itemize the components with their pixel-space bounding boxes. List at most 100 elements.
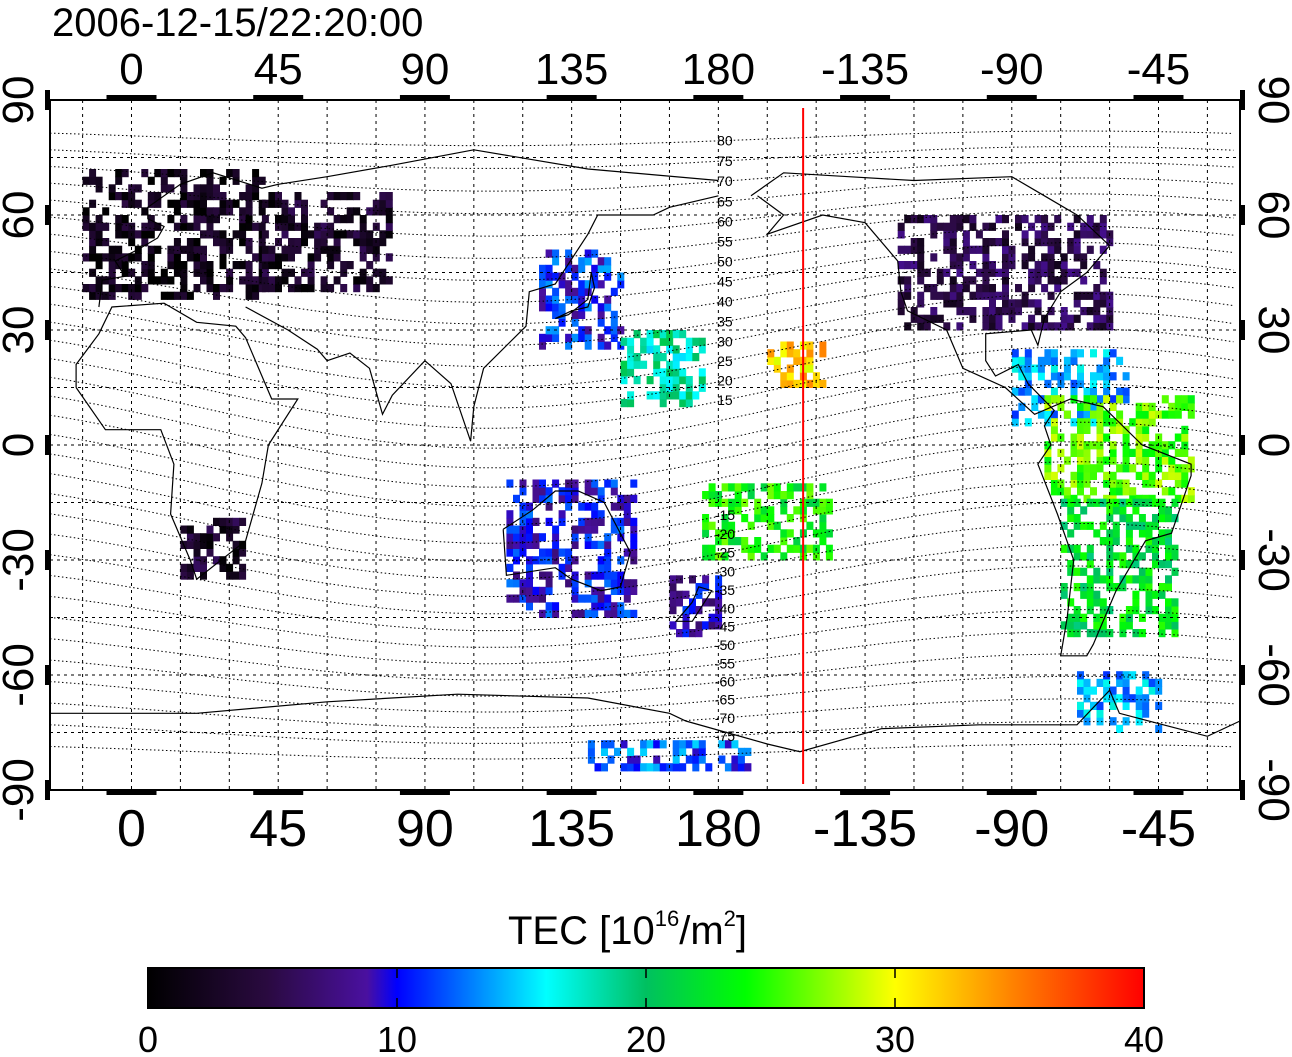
tec-cell [975, 245, 983, 254]
contour-label: 20 [717, 373, 733, 389]
tec-cell [1174, 395, 1182, 404]
tec-cell [1070, 356, 1078, 365]
tec-cell [1168, 456, 1176, 465]
tec-cell [1086, 598, 1094, 607]
tec-cell [633, 360, 641, 369]
tec-cell [666, 337, 674, 346]
tec-cell [252, 192, 260, 201]
tec-cell [1158, 498, 1166, 507]
tec-cell [186, 533, 194, 542]
tec-cell [708, 491, 716, 500]
tec-cell [1070, 379, 1078, 388]
tec-cell [226, 276, 234, 285]
tec-cell [200, 533, 207, 542]
colorbar-ticks: 0 10 20 30 40 [138, 968, 1164, 1057]
tec-cell [552, 548, 560, 557]
tec-cell [640, 740, 648, 749]
tec-cell [969, 222, 977, 231]
tec-cell [160, 276, 168, 285]
tec-cell [1080, 621, 1088, 630]
tec-cell [379, 238, 387, 247]
tec-cell [213, 192, 220, 201]
tec-cell [1093, 621, 1101, 630]
coastline [245, 195, 719, 442]
tec-cell [539, 287, 546, 296]
tec-cell [252, 176, 260, 185]
tec-cell [1135, 471, 1143, 480]
tec-cell [1067, 621, 1075, 630]
tec-cell [1060, 261, 1068, 270]
tec-cell [252, 184, 260, 193]
tec-cell [692, 763, 700, 772]
tec-cell [1083, 418, 1091, 427]
tec-cell [102, 291, 110, 300]
contour-line [50, 383, 1234, 469]
tec-cell [949, 291, 957, 300]
tec-cell [1067, 245, 1075, 254]
frame-tick [1240, 665, 1245, 685]
tec-cell [552, 257, 560, 266]
tec-cell [186, 245, 194, 254]
tec-cell [245, 261, 253, 270]
tec-cell [147, 222, 155, 231]
tec-cell [1122, 678, 1130, 687]
tec-cell [327, 192, 335, 201]
tec-cell [1044, 441, 1052, 450]
tec-cell [620, 763, 628, 772]
colorbar-tick-label: 30 [875, 1019, 915, 1057]
tec-cell [1187, 494, 1195, 503]
tec-cell [1099, 575, 1107, 584]
tec-cell [333, 215, 341, 224]
tec-cell [1155, 410, 1163, 419]
tec-cell [513, 556, 520, 565]
tec-cell [708, 552, 716, 561]
tec-cell [930, 291, 938, 300]
tec-cell [1073, 230, 1081, 239]
contour-line [50, 481, 1234, 562]
tec-cell [82, 284, 90, 293]
tec-cell [760, 552, 768, 561]
tec-cell [200, 184, 207, 193]
tec-cell [591, 586, 599, 595]
tec-cell [793, 349, 801, 358]
tec-cell [301, 207, 308, 216]
tec-cell [1060, 253, 1068, 262]
tec-cell [1031, 395, 1039, 404]
tec-cell [193, 563, 201, 572]
tec-cell [1073, 498, 1081, 507]
tec-cell [1142, 479, 1150, 488]
contour-label: 70 [717, 173, 733, 189]
tec-cell [1181, 425, 1189, 434]
tec-cell [1142, 410, 1150, 419]
tec-cell [558, 494, 566, 503]
tec-cell [1165, 506, 1172, 515]
tec-cell [969, 276, 977, 285]
tec-cell [1093, 284, 1101, 293]
tec-cell [672, 330, 680, 339]
coastline [50, 689, 1240, 753]
tec-cell [679, 391, 687, 400]
tec-cell [1109, 425, 1117, 434]
tec-cell [1050, 418, 1058, 427]
tec-cell [1090, 487, 1097, 496]
tec-cell [949, 222, 957, 231]
tec-cell [627, 368, 635, 377]
tec-cell [591, 594, 599, 603]
tec-cell [1024, 372, 1032, 381]
tec-cell [1060, 322, 1068, 331]
tec-cell [1171, 514, 1179, 523]
tec-cell [679, 399, 687, 408]
tec-cell [917, 215, 925, 224]
tec-cell [773, 356, 781, 365]
tec-cell [1093, 567, 1101, 576]
tec-cell [793, 483, 801, 492]
tec-cell [1135, 709, 1143, 718]
tec-cell [653, 345, 661, 354]
tec-cell [1138, 575, 1146, 584]
bottom-longitude-label: -90 [974, 800, 1049, 858]
tec-cell [281, 276, 289, 285]
tec-cell [1109, 456, 1117, 465]
tec-cell [565, 579, 573, 588]
tec-cell [679, 368, 687, 377]
tec-cell [721, 498, 729, 507]
